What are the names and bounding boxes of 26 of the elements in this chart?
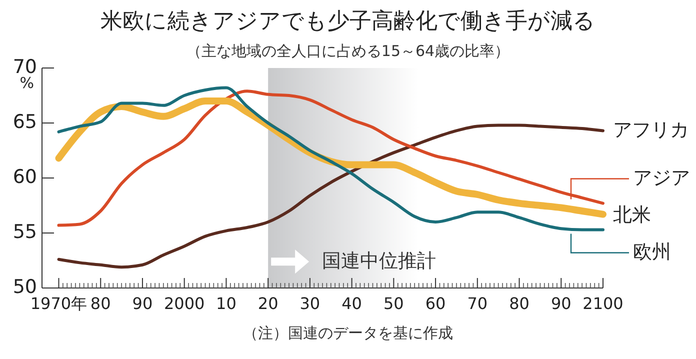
chart-subtitle: （主な地域の全人口に占める15～64歳の比率） <box>186 42 510 60</box>
x-tick-label: 30 <box>300 294 320 313</box>
x-tick-label: 20 <box>258 294 278 313</box>
x-tick-label: 90 <box>132 294 153 313</box>
x-tick-label: 80 <box>90 294 111 313</box>
y-tick-label: 65 <box>12 111 37 134</box>
series-label: 北米 <box>613 204 651 226</box>
y-tick-label: 55 <box>12 221 37 244</box>
x-tick-label: 60 <box>425 294 446 313</box>
x-tick-label: 70 <box>467 294 488 313</box>
x-tick-label: 40 <box>342 294 362 313</box>
band-label: 国連中位推計 <box>322 250 436 272</box>
chart-title: 米欧に続きアジアでも少子高齢化で働き手が減る <box>100 9 596 34</box>
x-tick-label: 50 <box>383 294 404 313</box>
series-label: アフリカ <box>613 118 689 141</box>
y-axis-title: % <box>20 74 34 92</box>
y-tick-label: 60 <box>12 166 37 188</box>
legend-label: アジア <box>633 166 690 189</box>
x-tick-label: 2100 <box>582 294 624 313</box>
line-series <box>57 124 604 269</box>
x-tick-label: 2000 <box>164 294 205 313</box>
legend-label: 欧州 <box>633 240 671 263</box>
x-tick-label: 10 <box>216 294 236 313</box>
x-tick-label: 80 <box>509 294 530 313</box>
text: （注）国連のデータを基に作成 <box>243 324 453 342</box>
x-tick-label: 90 <box>550 294 572 313</box>
